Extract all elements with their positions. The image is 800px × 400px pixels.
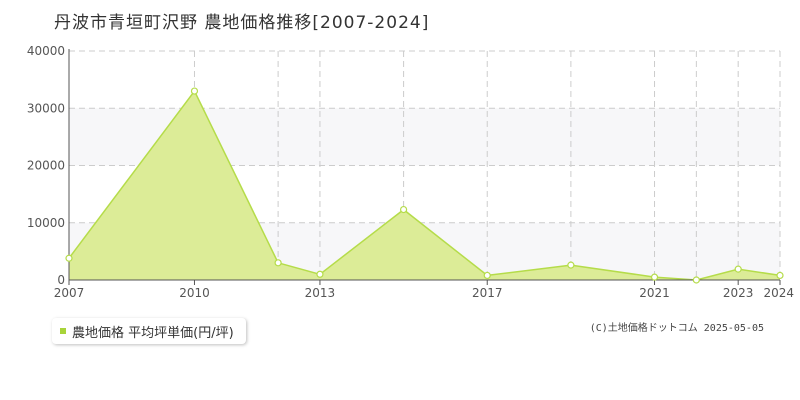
data-point (316, 270, 324, 278)
x-tick-label: 2010 (179, 286, 210, 300)
x-tick-label: 2021 (639, 286, 670, 300)
x-tick-label: 2023 (723, 286, 754, 300)
legend-swatch (60, 328, 66, 334)
data-point (734, 265, 742, 273)
data-point (399, 205, 408, 214)
series-area (69, 91, 780, 280)
chart-title: 丹波市青垣町沢野 農地価格推移[2007-2024] (54, 13, 430, 33)
axes (68, 49, 781, 285)
data-point (65, 254, 73, 262)
y-tick-labels: 0 10000 20000 30000 40000 (27, 44, 65, 287)
data-point (692, 276, 700, 284)
x-tick-label: 2013 (305, 286, 336, 300)
data-point (776, 271, 784, 280)
x-tick-label: 2007 (54, 286, 85, 300)
x-tick-label: 2017 (472, 286, 503, 300)
data-point (274, 259, 282, 267)
y-tick-label: 0 (57, 273, 65, 287)
copyright-text: (C)土地価格ドットコム 2025-05-05 (589, 323, 764, 334)
legend: 農地価格 平均坪単価(円/坪) (52, 318, 246, 344)
x-tick-labels: 2007 2010 2013 2017 2021 2023 2024 (54, 286, 794, 300)
x-tick-label: 2024 (763, 286, 794, 300)
legend-label: 農地価格 平均坪単価(円/坪) (72, 325, 234, 341)
y-tick-label: 20000 (27, 159, 65, 173)
data-point (190, 87, 199, 95)
data-point (567, 261, 575, 269)
data-point (483, 271, 491, 280)
data-point (650, 273, 659, 281)
y-tick-label: 10000 (27, 216, 65, 230)
y-tick-label: 30000 (27, 101, 65, 115)
y-tick-label: 40000 (27, 44, 65, 58)
data-points (65, 87, 784, 284)
